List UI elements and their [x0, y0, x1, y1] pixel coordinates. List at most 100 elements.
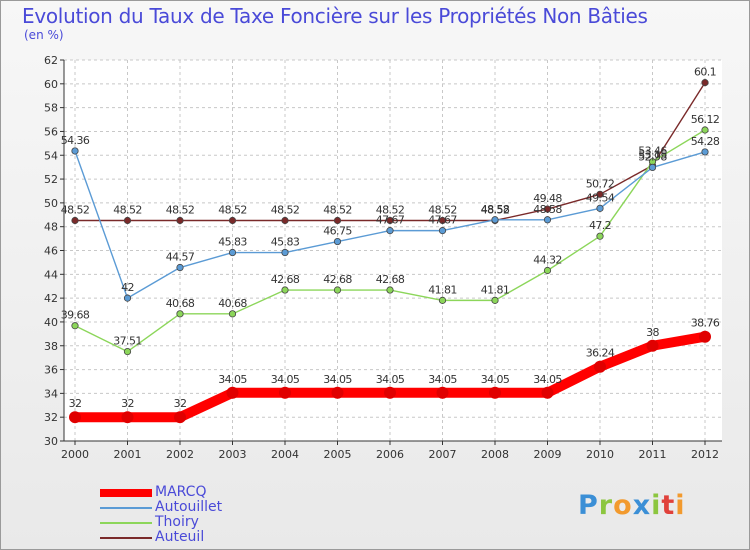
x-tick-label: 2009 — [534, 448, 562, 461]
data-label: 41.81 — [428, 283, 457, 296]
data-label: 47.67 — [428, 214, 457, 227]
data-point — [646, 339, 659, 352]
y-tick-label: 58 — [44, 102, 58, 115]
data-label: 42.68 — [323, 273, 352, 286]
data-point — [543, 205, 552, 213]
data-label: 49.48 — [533, 192, 562, 205]
y-tick-label: 30 — [44, 435, 58, 448]
x-tick-label: 2003 — [219, 448, 247, 461]
x-tick-label: 2005 — [324, 448, 352, 461]
x-tick-label: 2010 — [586, 448, 614, 461]
data-label: 48.52 — [218, 203, 247, 216]
data-point — [331, 386, 344, 399]
y-tick-label: 52 — [44, 173, 58, 186]
data-point — [228, 310, 237, 318]
legend-swatch — [100, 522, 152, 524]
data-point — [596, 232, 604, 240]
data-label: 42 — [121, 281, 134, 294]
y-tick-label: 34 — [44, 387, 58, 400]
data-point — [543, 216, 552, 224]
data-point — [386, 216, 394, 225]
y-tick-label: 38 — [44, 340, 58, 353]
data-label: 32 — [174, 397, 187, 410]
data-point — [71, 147, 79, 155]
logo-letter: o — [613, 490, 633, 521]
data-point — [384, 386, 396, 399]
data-label: 54.36 — [61, 134, 90, 147]
data-point — [699, 330, 711, 343]
data-label: 44.57 — [166, 251, 195, 264]
data-label: 48.52 — [166, 203, 195, 216]
data-point — [176, 216, 184, 225]
data-label: 38.76 — [691, 317, 720, 330]
data-point — [281, 216, 289, 225]
data-label: 48.58 — [481, 203, 510, 216]
data-label: 34.05 — [218, 373, 247, 386]
data-label: 41.81 — [481, 283, 510, 296]
data-label: 36.24 — [586, 347, 615, 360]
x-tick-label: 2011 — [639, 448, 667, 461]
data-point — [543, 266, 552, 275]
data-label: 40.68 — [166, 297, 195, 310]
x-tick-label: 2001 — [114, 448, 142, 461]
y-tick-label: 48 — [44, 221, 58, 234]
data-point — [438, 227, 447, 235]
data-label: 38 — [646, 326, 659, 339]
data-point — [121, 411, 134, 424]
y-tick-label: 60 — [44, 78, 58, 91]
x-tick-label: 2000 — [61, 448, 89, 461]
data-point — [174, 411, 186, 424]
data-label: 52.98 — [638, 150, 667, 163]
data-label: 53.46 — [638, 145, 667, 158]
data-label: 34.05 — [323, 373, 352, 386]
data-label: 44.32 — [533, 254, 562, 267]
data-point — [701, 148, 709, 156]
data-label: 48.52 — [113, 203, 142, 216]
data-point — [701, 126, 709, 134]
data-point — [333, 286, 342, 294]
y-tick-label: 54 — [44, 149, 58, 162]
unit-label: (en %) — [24, 28, 64, 42]
data-point — [701, 79, 709, 87]
y-tick-label: 42 — [44, 292, 58, 305]
data-point — [71, 216, 79, 225]
data-point — [436, 386, 449, 399]
y-tick-label: 46 — [44, 245, 58, 258]
data-label: 42.68 — [376, 273, 405, 286]
y-tick-label: 56 — [44, 125, 58, 138]
data-point — [491, 216, 499, 224]
y-tick-label: 40 — [44, 316, 58, 329]
data-label: 37.51 — [113, 335, 142, 348]
data-point — [594, 360, 606, 373]
data-label: 48.52 — [376, 203, 405, 216]
data-point — [71, 322, 79, 330]
legend-swatch — [100, 537, 152, 539]
legend-label: MARCQ — [155, 484, 207, 500]
data-label: 45.83 — [271, 236, 300, 249]
data-point — [438, 296, 447, 304]
chart-title: Evolution du Taux de Taxe Foncière sur l… — [22, 4, 648, 28]
y-tick-label: 36 — [44, 364, 58, 377]
legend-label: Thoiry — [155, 514, 199, 530]
logo-letter: x — [632, 490, 652, 521]
data-point — [228, 216, 237, 225]
logo-letter: t — [661, 490, 676, 521]
data-label: 48.52 — [428, 203, 457, 216]
proxiti-logo: Proxiti — [578, 490, 686, 521]
data-point — [648, 163, 657, 171]
data-point — [69, 411, 81, 424]
x-tick-label: 2004 — [271, 448, 299, 461]
x-tick-label: 2002 — [166, 448, 194, 461]
data-label: 34.05 — [533, 373, 562, 386]
data-label: 39.68 — [61, 309, 90, 322]
data-label: 45.83 — [218, 236, 247, 249]
data-point — [176, 263, 184, 272]
data-point — [123, 347, 132, 356]
data-point — [123, 294, 132, 302]
data-point — [226, 386, 239, 399]
data-label: 48.58 — [533, 203, 562, 216]
logo-letter: r — [598, 490, 614, 521]
data-label: 53.15 — [638, 148, 667, 161]
data-point — [123, 216, 132, 225]
